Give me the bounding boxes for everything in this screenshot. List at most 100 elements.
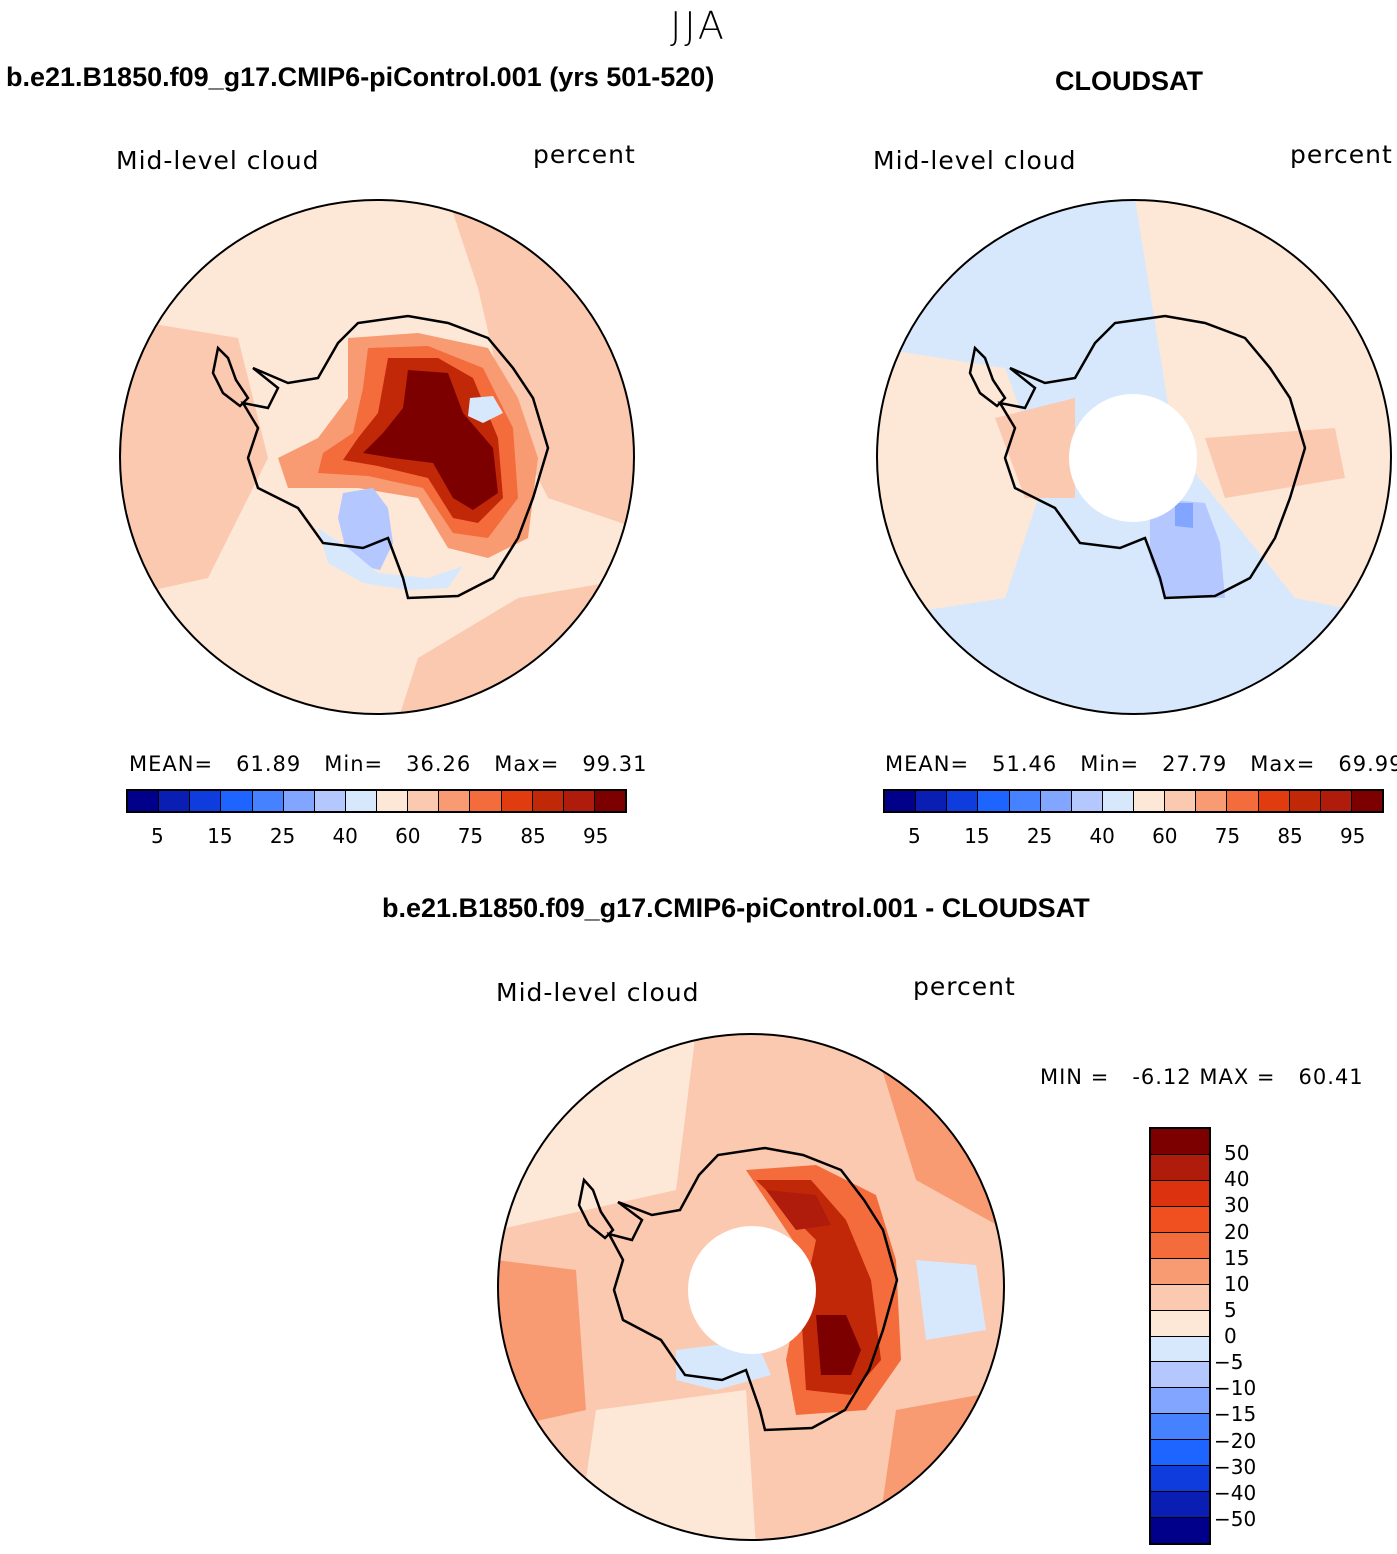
diff-colorbar-cell — [1151, 1362, 1209, 1389]
model-max-value: 99.31 — [582, 752, 648, 776]
model-peninsula-coastline — [211, 345, 250, 408]
model-colorbar-cell — [470, 791, 502, 811]
model-colorbar-cell — [345, 791, 377, 811]
diff-units-label: percent — [913, 972, 1016, 1001]
diff-max-value: 60.41 — [1298, 1065, 1364, 1089]
obs-max-label: Max= — [1250, 752, 1316, 776]
model-mean-label: MEAN= — [129, 752, 214, 776]
diff-map-border — [497, 1033, 1005, 1541]
obs-variable-label: Mid-level cloud — [873, 146, 1077, 175]
obs-colorbar-cell — [1196, 791, 1228, 811]
diff-colorbar-tick-label: 50 — [1224, 1141, 1250, 1166]
obs-panel-title: CLOUDSAT — [1055, 66, 1203, 96]
obs-max-value: 69.99 — [1338, 752, 1397, 776]
model-colorbar-tick-label: 75 — [457, 824, 484, 848]
diff-colorbar-cell — [1151, 1466, 1209, 1493]
diff-negative-e — [916, 1260, 986, 1340]
obs-colorbar-tick-label: 15 — [964, 824, 990, 848]
diff-min-value: -6.12 — [1132, 1065, 1192, 1089]
diff-colorbar — [1149, 1127, 1211, 1545]
obs-colorbar-cell — [1134, 791, 1166, 811]
obs-map-border — [876, 199, 1392, 715]
model-variable-label: Mid-level cloud — [116, 146, 320, 175]
diff-colorbar-cell — [1151, 1129, 1209, 1155]
obs-colorbar-tick-label: 60 — [1152, 824, 1178, 848]
diff-shade-orange-se — [876, 1390, 1004, 1540]
obs-colorbar-tick-label: 85 — [1277, 824, 1303, 848]
model-colorbar-cell — [594, 791, 625, 811]
season-title: JJA — [670, 4, 727, 48]
model-colorbar-cell — [128, 791, 160, 811]
diff-missing-data-hole — [688, 1226, 816, 1354]
obs-min-label: Min= — [1080, 752, 1140, 776]
model-antarctica-coastline — [240, 314, 550, 600]
obs-colorbar-cell — [1227, 791, 1259, 811]
diff-interior-max — [816, 1315, 861, 1375]
obs-antarctica-coastline — [997, 314, 1307, 600]
diff-colorbar-tick-label: −15 — [1214, 1402, 1257, 1427]
model-colorbar-cell — [439, 791, 471, 811]
model-mean-value: 61.89 — [236, 752, 302, 776]
obs-shade-west — [877, 348, 1045, 618]
diff-colorbar-tick-label: −20 — [1214, 1428, 1257, 1453]
diff-min-label: MIN = — [1040, 1065, 1110, 1089]
model-colorbar-cell — [190, 791, 222, 811]
diff-max-label: MAX = — [1199, 1065, 1276, 1089]
diff-colorbar-cell — [1151, 1258, 1209, 1285]
obs-colorbar-cell — [916, 791, 948, 811]
model-colorbar-tick-label: 40 — [332, 824, 358, 848]
diff-panel-title: b.e21.B1850.f09_g17.CMIP6-piControl.001 … — [382, 893, 1090, 923]
diff-colorbar-cell — [1151, 1180, 1209, 1207]
obs-colorbar-tick-label: 95 — [1339, 824, 1366, 848]
obs-colorbar-cell — [1009, 791, 1041, 811]
model-min-value: 36.26 — [406, 752, 472, 776]
diff-colorbar-cell — [1151, 1206, 1209, 1233]
diff-colorbar-cell — [1151, 1492, 1209, 1519]
obs-colorbar-tick-label: 40 — [1089, 824, 1115, 848]
model-colorbar-cell — [563, 791, 595, 811]
obs-colorbar-tick-label: 5 — [907, 824, 921, 848]
model-colorbar-tick-label: 85 — [520, 824, 546, 848]
obs-negative-core — [1175, 503, 1193, 528]
obs-min-value: 27.79 — [1162, 752, 1228, 776]
model-colorbar-cell — [408, 791, 440, 811]
obs-units-label: percent — [1290, 140, 1393, 169]
diff-colorbar-ticks: 50 40 30 20 15 10 5 0 −5 −10 −15 −20 −30 −40 −50 — [1214, 1127, 1292, 1545]
obs-colorbar — [883, 789, 1384, 813]
diff-interior-upper-max — [766, 1190, 831, 1230]
diff-colorbar-cell — [1151, 1310, 1209, 1337]
obs-colorbar-cell — [1351, 791, 1382, 811]
diff-colorbar-tick-label: 30 — [1224, 1193, 1250, 1218]
model-units-label: percent — [533, 140, 636, 169]
diff-stats: MIN = -6.12 MAX = 60.41 — [1040, 1065, 1364, 1089]
obs-colorbar-cell — [1165, 791, 1197, 811]
obs-colorbar-tick-label: 25 — [1026, 824, 1053, 848]
diff-colorbar-tick-label: 5 — [1224, 1297, 1237, 1322]
diff-colorbar-tick-label: −50 — [1214, 1506, 1257, 1531]
model-colorbar-cell — [221, 791, 253, 811]
model-colorbar-cell — [501, 791, 533, 811]
obs-shade-plateau — [1205, 428, 1345, 498]
model-colorbar-cell — [283, 791, 315, 811]
diff-colorbar-tick-label: 15 — [1224, 1245, 1250, 1270]
diff-colorbar-cell — [1151, 1284, 1209, 1311]
obs-mean-label: MEAN= — [885, 752, 970, 776]
model-colorbar — [126, 789, 627, 813]
model-colorbar-cell — [159, 791, 191, 811]
model-colorbar-tick-label: 15 — [207, 824, 233, 848]
obs-colorbar-tick-label: 75 — [1214, 824, 1241, 848]
diff-colorbar-tick-label: −10 — [1214, 1376, 1257, 1401]
diff-colorbar-tick-label: 10 — [1224, 1271, 1250, 1296]
diff-colorbar-cell — [1151, 1232, 1209, 1259]
obs-stats: MEAN= 51.46 Min= 27.79 Max= 69.99 — [885, 752, 1397, 776]
model-colorbar-tick-label: 5 — [150, 824, 164, 848]
diff-colorbar-tick-label: 20 — [1224, 1219, 1250, 1244]
model-polar-map — [119, 199, 635, 715]
diff-colorbar-tick-label: 0 — [1224, 1324, 1237, 1348]
obs-shade-peninsula — [995, 398, 1075, 498]
model-panel-title: b.e21.B1850.f09_g17.CMIP6-piControl.001 … — [6, 62, 715, 92]
obs-colorbar-cell — [885, 791, 917, 811]
diff-colorbar-tick-label: 40 — [1224, 1167, 1250, 1192]
diff-antarctica-coastline — [606, 1146, 899, 1432]
model-colorbar-tick-label: 95 — [582, 824, 609, 848]
